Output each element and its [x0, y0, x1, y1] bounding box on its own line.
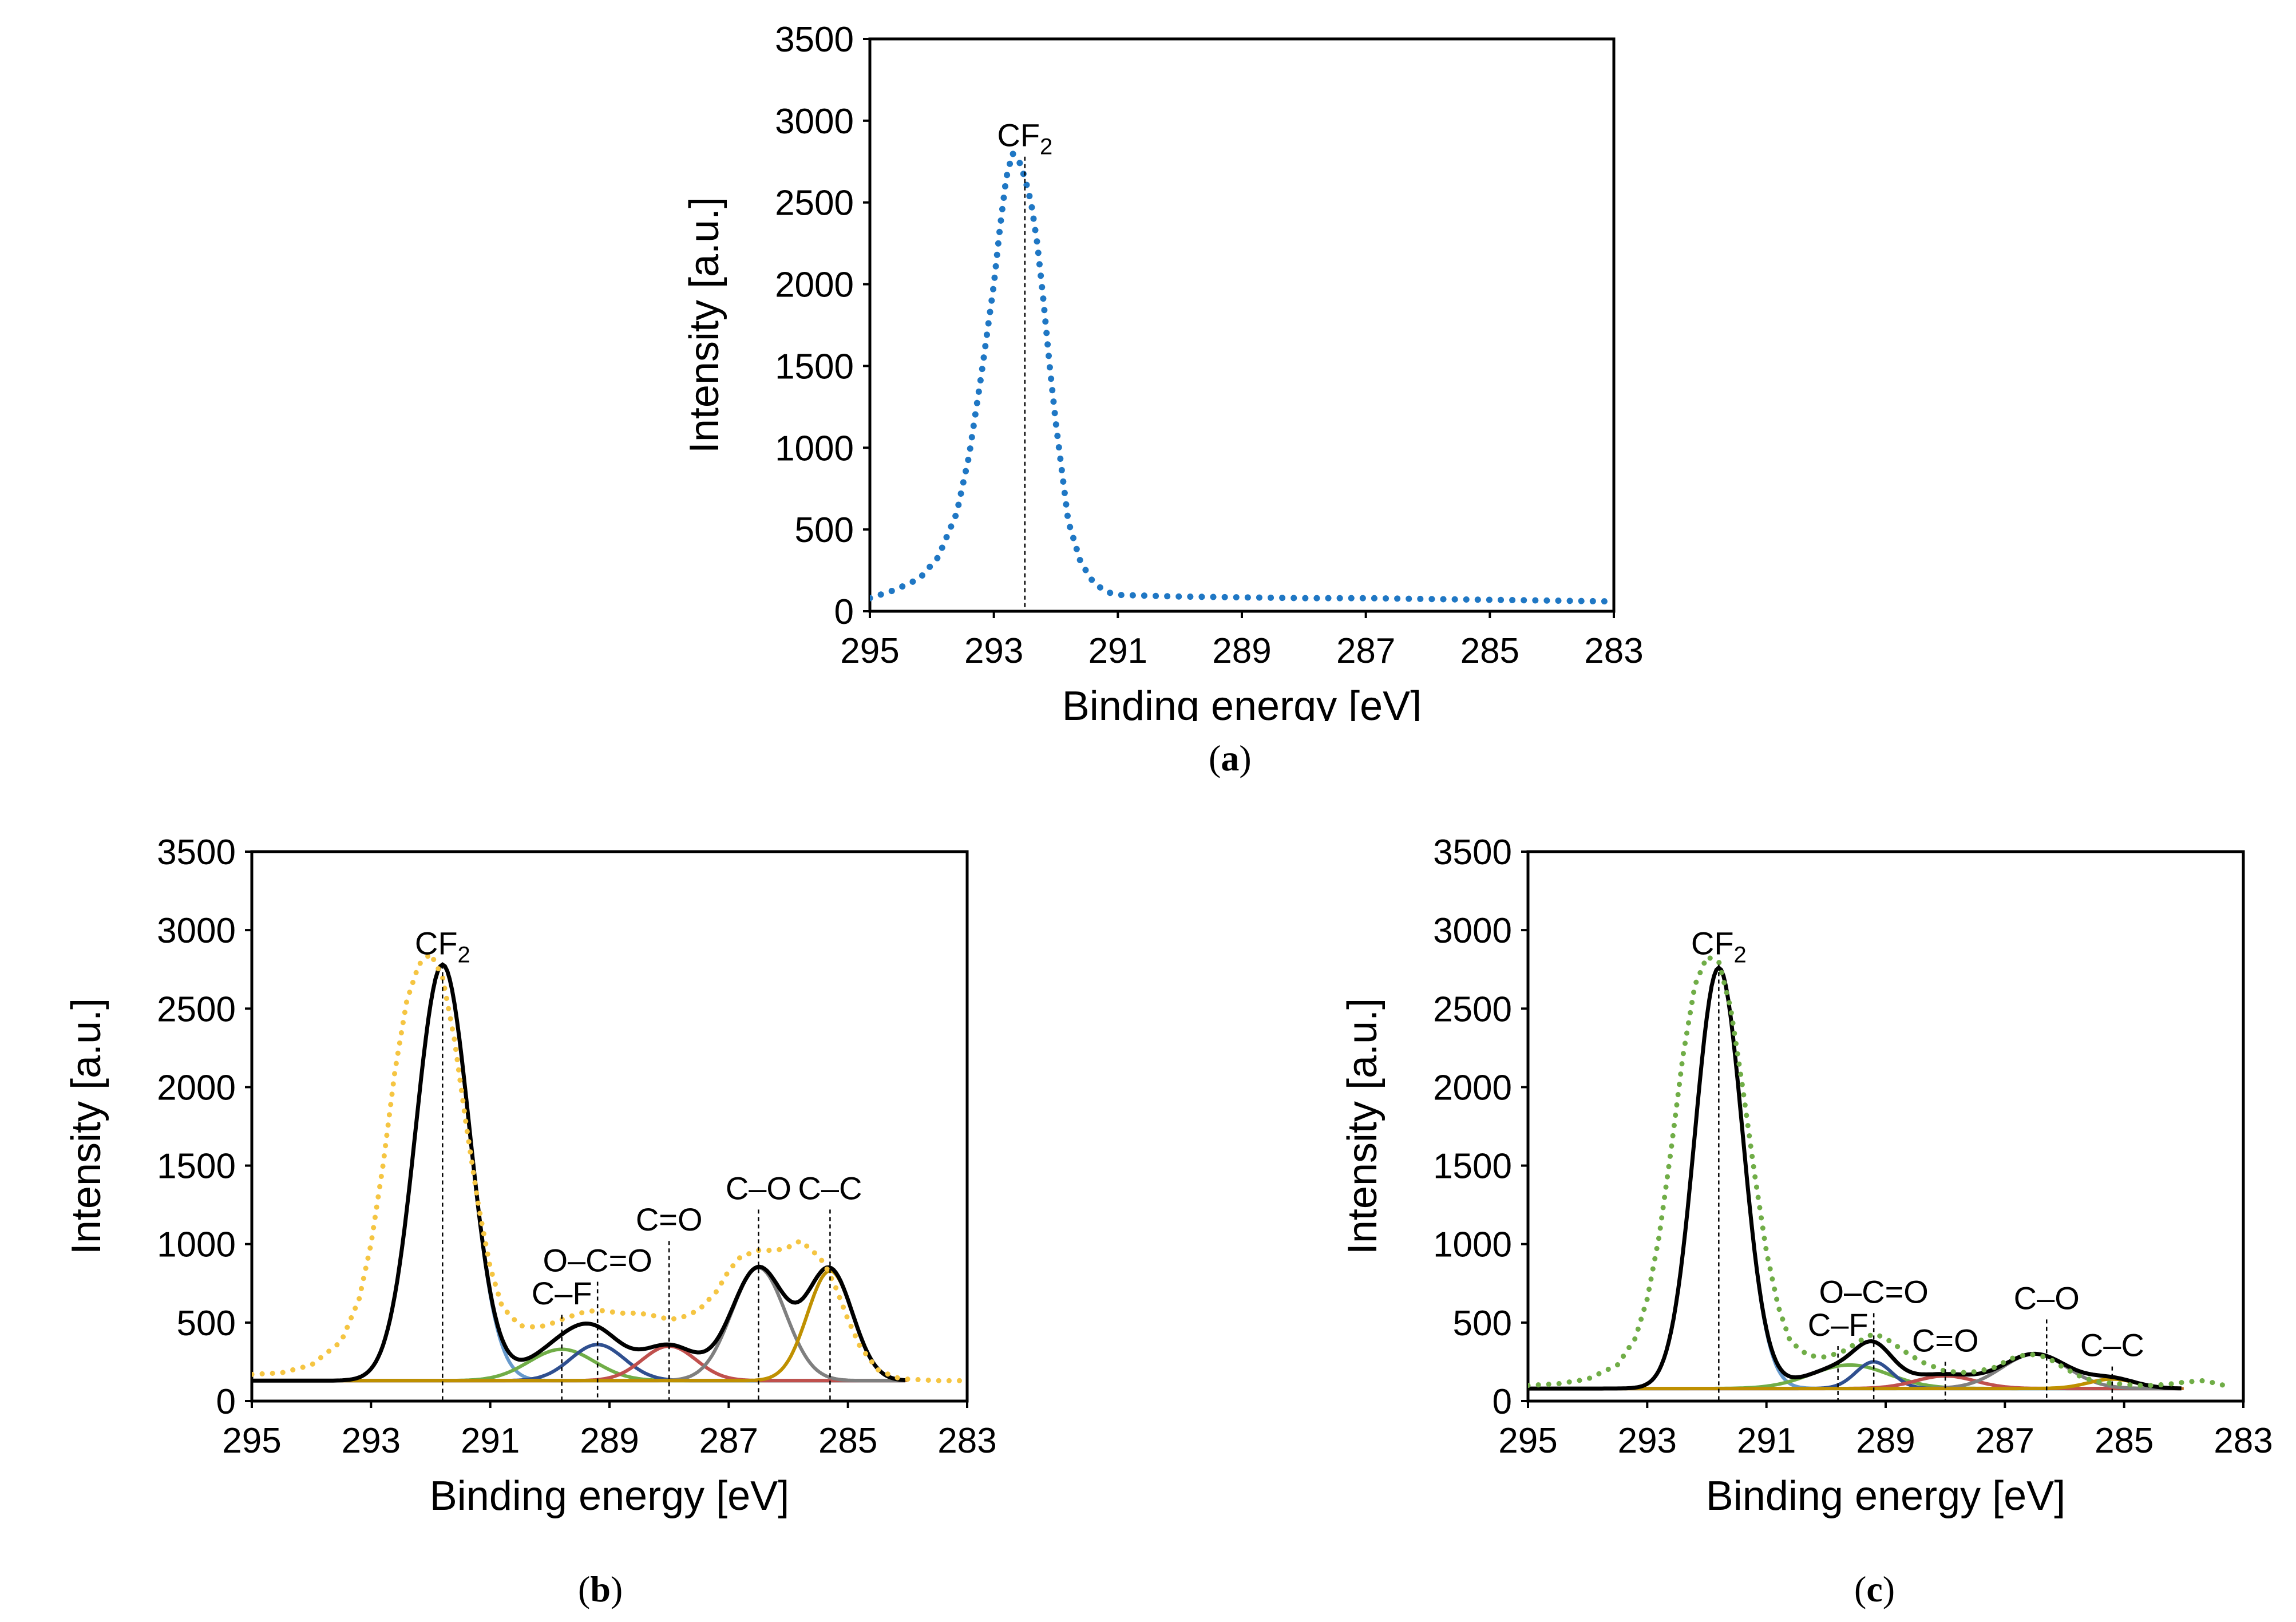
x-tick-label-a: 293: [964, 631, 1023, 671]
y-tick-label-b: 3000: [157, 911, 236, 951]
x-tick-label-b: 293: [342, 1421, 401, 1461]
series-measured-c: [1528, 954, 2234, 1391]
x-tick-label-c: 291: [1737, 1421, 1796, 1461]
y-tick-label-a: 2500: [775, 184, 854, 223]
y-tick-label-c: 3500: [1433, 836, 1512, 872]
peak-label-b-2: O–C=O: [543, 1243, 652, 1279]
plot-frame-a: [868, 37, 1616, 613]
peak-label-b-1: C–F: [532, 1275, 592, 1311]
plot-frame-b: [250, 850, 969, 1403]
caption-c-letter: c: [1866, 1569, 1883, 1609]
chart-c-svg: 0 500 1000 1500 2000 2500 3000 3500 295 293 291 289…: [1340, 833, 2273, 1519]
y-tick-label-a: 1000: [775, 429, 854, 468]
peak-label-b-5: C–C: [798, 1170, 862, 1206]
series-measured-a: [870, 147, 1614, 605]
y-tick-label-b: 1000: [157, 1225, 236, 1265]
x-tick-label-b: 283: [937, 1421, 996, 1461]
caption-a: (a): [1209, 738, 1252, 778]
y-tick-label-a: 0: [834, 592, 854, 632]
x-axis-label-a: Binding energy [eV]: [1062, 683, 1422, 721]
y-tick-label-c: 1000: [1433, 1225, 1512, 1265]
y-axis-label-c: Intensity [a.u.]: [1340, 998, 1385, 1255]
peak-label-c-4: C–O: [2014, 1280, 2080, 1316]
chart-panel-c: 0 500 1000 1500 2000 2500 3000 3500 295 293 291 289…: [1259, 833, 2289, 1534]
x-tick-label-a: 285: [1460, 631, 1519, 671]
x-tick-label-c: 283: [2214, 1421, 2273, 1461]
x-tick-label-c: 287: [1976, 1421, 2034, 1461]
y-tick-label-c: 0: [1493, 1382, 1512, 1422]
plot-area-b: [252, 949, 967, 1383]
x-tick-label-a: 289: [1212, 631, 1271, 671]
peak-label-c-3: C=O: [1912, 1322, 1979, 1358]
plot-frame-c: [1526, 850, 2245, 1403]
x-tick-label-b: 289: [580, 1421, 639, 1461]
series-envelope-c: [1528, 965, 2182, 1391]
peak-label-c-5: C–C: [2080, 1327, 2144, 1363]
y-tick-label-c: 500: [1453, 1304, 1512, 1343]
x-tick-label-b: 287: [699, 1421, 758, 1461]
x-tick-label-b: 291: [461, 1421, 520, 1461]
y-tick-label-b: 1500: [157, 1147, 236, 1186]
peak-label-c-0: CF2: [1691, 925, 1747, 967]
y-tick-label-c: 3000: [1433, 911, 1512, 951]
x-axis-label-b: Binding energy [eV]: [430, 1473, 789, 1519]
x-tick-label-a: 295: [840, 631, 899, 671]
chart-panel-a: 0 500 1000 1500 2000 2500 3000 3500 295 293 291 289…: [624, 20, 1671, 729]
chart-a-svg: 0 500 1000 1500 2000 2500 3000 3500 295 293 291 289…: [682, 20, 1644, 729]
y-axis-label-a: Intensity [a.u.]: [682, 197, 727, 453]
caption-c: (c): [1854, 1569, 1895, 1609]
x-tick-label-b: 285: [818, 1421, 877, 1461]
peak-label-a-0: CF2: [997, 117, 1052, 160]
series-component-o-c-o-b: [252, 1343, 905, 1383]
x-tick-label-a: 283: [1584, 631, 1643, 671]
peak-label-c-1: C–F: [1808, 1307, 1869, 1343]
series-component-c-c-b: [252, 1269, 905, 1383]
y-tick-label-a: 1500: [775, 347, 854, 386]
y-tick-label-a: 3000: [775, 102, 854, 141]
caption-b-letter: b: [590, 1569, 611, 1609]
caption-b: (b): [578, 1569, 623, 1609]
y-tick-label-b: 500: [177, 1304, 236, 1343]
y-tick-label-c: 1500: [1433, 1147, 1512, 1186]
x-axis-label-c: Binding energy [eV]: [1706, 1473, 2065, 1519]
y-tick-label-a: 500: [795, 511, 854, 550]
plot-area-c: [1528, 954, 2234, 1391]
plot-area-a: [870, 147, 1614, 605]
series-measured-b: [252, 949, 967, 1383]
chart-panel-b: 0 500 1000 1500 2000 2500 3000 3500 295 293 291 289…: [0, 833, 1030, 1534]
y-tick-label-c: 2000: [1433, 1068, 1512, 1107]
y-tick-label-b: 2000: [157, 1068, 236, 1107]
x-tick-label-a: 291: [1088, 631, 1147, 671]
caption-a-letter: a: [1221, 738, 1240, 778]
y-tick-label-a: 2000: [775, 266, 854, 305]
y-tick-label-a: 3500: [775, 23, 854, 60]
x-tick-label-c: 285: [2095, 1421, 2154, 1461]
peak-label-b-4: C–O: [726, 1170, 791, 1206]
y-tick-label-b: 2500: [157, 990, 236, 1029]
x-tick-label-c: 295: [1498, 1421, 1557, 1461]
chart-b-svg: 0 500 1000 1500 2000 2500 3000 3500 295 293 291 289…: [64, 833, 997, 1519]
x-tick-label-a: 287: [1336, 631, 1395, 671]
x-tick-label-c: 293: [1618, 1421, 1677, 1461]
x-tick-label-b: 295: [222, 1421, 281, 1461]
peak-label-c-2: O–C=O: [1819, 1273, 1928, 1310]
series-envelope-b: [252, 962, 906, 1383]
y-tick-label-c: 2500: [1433, 990, 1512, 1029]
y-tick-label-b: 0: [216, 1382, 236, 1422]
peak-label-b-3: C=O: [636, 1201, 703, 1237]
peak-label-b-0: CF2: [415, 925, 470, 967]
y-axis-label-b: Intensity [a.u.]: [64, 998, 109, 1255]
x-tick-label-c: 289: [1856, 1421, 1915, 1461]
y-tick-label-b: 3500: [157, 836, 236, 872]
